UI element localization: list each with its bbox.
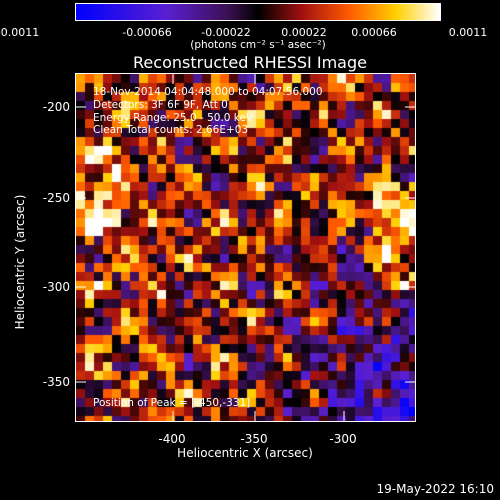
colorbar-tick: 0.00066 [351, 26, 397, 39]
peak-position-label: Position of Peak = [-450,-331] [93, 397, 251, 409]
colorbar [75, 3, 441, 21]
y-axis-label: Heliocentric Y (arcsec) [13, 194, 27, 330]
x-tick-label: -300 [329, 432, 357, 446]
plot-axes-ticks [76, 74, 415, 421]
colorbar-tick: 0.00022 [281, 26, 327, 39]
x-tick-label: -350 [240, 432, 268, 446]
info-energy-range: Energy Range: 25.0 - 50.0 keV [93, 112, 254, 124]
timestamp: 19-May-2022 16:10 [376, 482, 494, 496]
heatmap-plot-area [75, 73, 416, 422]
x-axis-label: Heliocentric X (arcsec) [177, 446, 313, 460]
x-tick-label: -400 [158, 432, 186, 446]
y-tick-label: -300 [42, 280, 70, 294]
y-tick-label: -200 [42, 100, 70, 114]
colorbar-tick: 0.0011 [448, 26, 488, 39]
colorbar-tick: -0.0011 [0, 26, 40, 39]
colorbar-tick: -0.00022 [201, 26, 251, 39]
colorbar-units-label: (photons cm⁻² s⁻¹ asec⁻²) [190, 39, 326, 51]
colorbar-tick: -0.00066 [122, 26, 172, 39]
chart-title: Reconstructed RHESSI Image [133, 53, 367, 72]
y-tick-label: -350 [42, 375, 70, 389]
info-detectors: Detectors: 3F 6F 9F, Att 0 [93, 99, 228, 111]
info-counts: Clean Total counts: 2.66E+03 [93, 124, 249, 136]
info-time-range: 18-Nov-2014 04:04:48.000 to 04:07:56.000 [93, 86, 323, 98]
y-tick-label: -250 [42, 191, 70, 205]
heatmap-image [76, 74, 415, 421]
